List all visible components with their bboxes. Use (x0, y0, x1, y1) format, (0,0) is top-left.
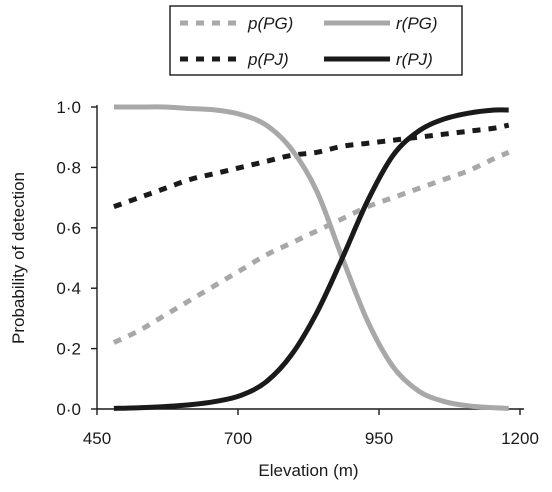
x-tick-label: 700 (224, 429, 252, 448)
y-tick-label: 0·6 (56, 219, 81, 238)
x-tick-label: 950 (365, 429, 393, 448)
y-tick-label: 0·8 (56, 158, 81, 177)
legend-label-p-pg: p(PG) (247, 14, 293, 33)
legend-label-r-pg: r(PG) (396, 14, 438, 33)
legend-label-r-pj: r(PJ) (396, 50, 433, 69)
y-tick-label: 1·0 (56, 98, 81, 117)
x-tick-label: 1200 (501, 429, 539, 448)
x-axis-title: Elevation (m) (258, 461, 358, 480)
axes: 0·0 0·2 0·4 0·6 0·8 1·0 450 700 950 1200 (56, 98, 538, 448)
legend-label-p-pj: p(PJ) (247, 50, 289, 69)
x-tick-label: 450 (83, 429, 111, 448)
series-line-p-pj (114, 125, 509, 207)
series-line-r-pj (114, 110, 509, 409)
y-tick-label: 0·0 (56, 400, 81, 419)
y-axis-title: Probability of detection (9, 172, 28, 344)
legend: p(PG) r(PG) p(PJ) r(PJ) (170, 6, 462, 75)
series-line-r-pg (114, 107, 509, 409)
y-tick-label: 0·2 (56, 340, 81, 359)
y-tick-label: 0·4 (56, 279, 81, 298)
series-group (114, 107, 509, 409)
